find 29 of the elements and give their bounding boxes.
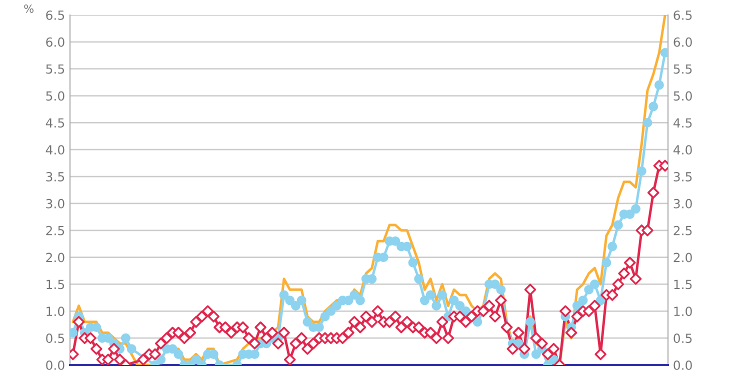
y2-tick-label: 2.5 xyxy=(674,226,692,236)
y-tick-label: 6.0 xyxy=(46,37,64,47)
y-tick-label: 4.0 xyxy=(46,145,64,155)
y2-tick-label: 0.5 xyxy=(674,334,692,344)
y2-tick-label: 6.5 xyxy=(674,10,692,20)
y-axis-title: % xyxy=(24,4,34,13)
y2-tick-label: 0.0 xyxy=(674,360,692,370)
y2-tick-label: 3.0 xyxy=(674,198,692,208)
y2-tick-label: 3.5 xyxy=(674,172,692,182)
y-tick-label: 5.5 xyxy=(46,64,64,74)
y-tick-label: 2.5 xyxy=(46,226,64,236)
y2-tick-label: 1.0 xyxy=(674,306,692,316)
y2-tick-label: 5.5 xyxy=(674,64,692,74)
y-tick-label: 0.5 xyxy=(46,334,64,344)
y-tick-label: 3.5 xyxy=(46,172,64,182)
y-tick-label: 1.0 xyxy=(46,306,64,316)
y-tick-label: 6.5 xyxy=(46,10,64,20)
y-tick-label: 0.0 xyxy=(46,360,64,370)
y2-tick-label: 5.0 xyxy=(674,91,692,101)
y2-tick-label: 6.0 xyxy=(674,37,692,47)
y-tick-label: 3.0 xyxy=(46,198,64,208)
y-tick-label: 5.0 xyxy=(46,91,64,101)
y2-tick-label: 4.0 xyxy=(673,145,692,155)
y2-tick-label: 2.0 xyxy=(674,252,692,262)
y-tick-label: 4.5 xyxy=(46,118,64,128)
y-tick-label: 1.5 xyxy=(46,280,64,290)
y2-tick-label: 4.5 xyxy=(673,118,692,128)
y-tick-label: 2.0 xyxy=(46,252,64,262)
y2-tick-label: 1.5 xyxy=(674,280,692,290)
